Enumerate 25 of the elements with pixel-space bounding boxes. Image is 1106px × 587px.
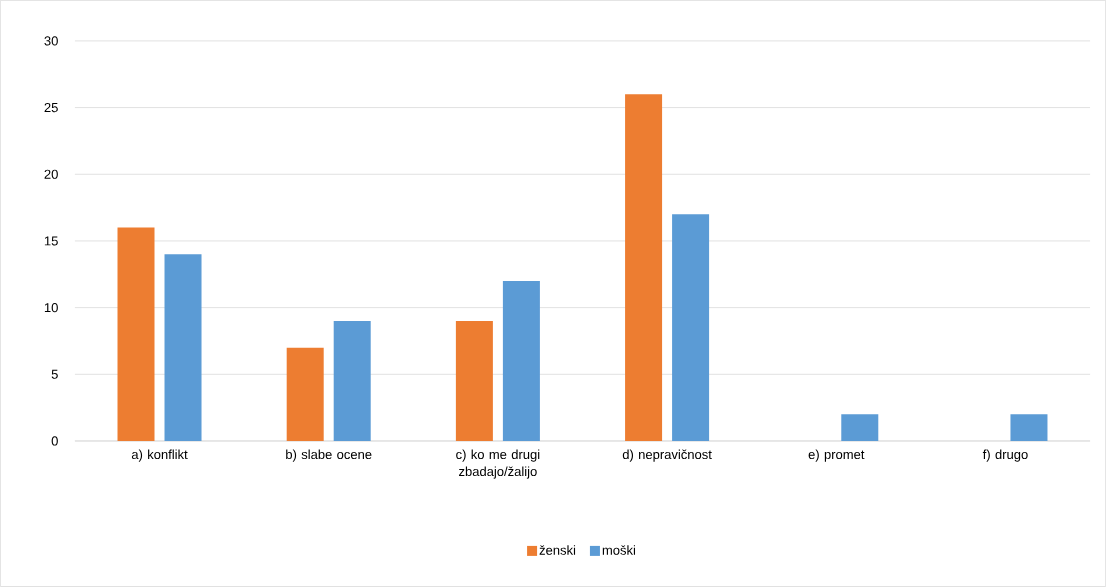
y-tick-label: 10 — [44, 303, 58, 313]
x-tick-label: f) drugo — [982, 449, 1028, 462]
bar — [502, 281, 540, 442]
x-tick-label: d) nepravičnost — [622, 449, 712, 462]
x-tick-label: e) promet — [808, 449, 865, 462]
legend-label: moški — [602, 545, 636, 555]
x-tick-label: b) slabe ocene — [286, 449, 372, 462]
y-tick-label: 0 — [51, 436, 58, 446]
y-tick-label: 20 — [44, 169, 58, 179]
x-tick-label: c) ko me drugi zbadajo/žalijo — [456, 449, 540, 479]
x-tick-label: a) konflikt — [131, 449, 188, 462]
y-tick-label: 25 — [44, 103, 58, 113]
bar — [625, 94, 663, 442]
bar — [455, 321, 493, 442]
bar — [1010, 414, 1048, 442]
bar — [164, 254, 202, 442]
bar — [286, 347, 324, 442]
y-tick-label: 15 — [44, 236, 58, 246]
legend-label: ženski — [539, 545, 576, 555]
bar — [672, 214, 710, 442]
bar — [841, 414, 879, 442]
y-tick-label: 30 — [44, 36, 58, 46]
bar — [333, 321, 371, 442]
y-tick-label: 5 — [51, 369, 58, 379]
bar — [117, 227, 155, 442]
